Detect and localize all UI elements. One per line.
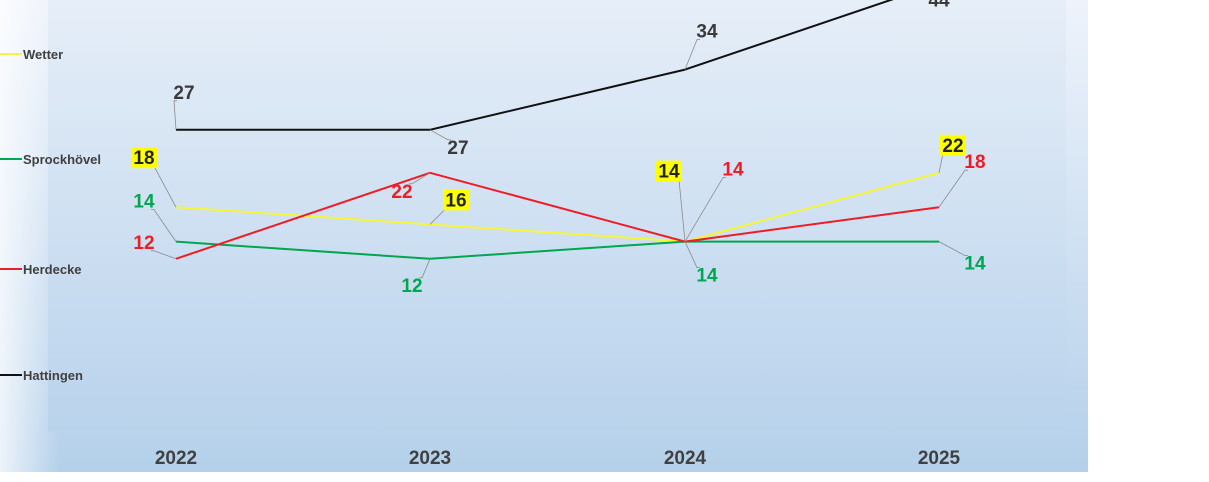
leader-line bbox=[684, 177, 726, 242]
data-label-text: 22 bbox=[391, 182, 412, 203]
leader-line bbox=[684, 39, 700, 70]
legend-label: Herdecke bbox=[23, 262, 82, 277]
data-label-text: 14 bbox=[722, 160, 744, 181]
x-tick-label-2024: 2024 bbox=[664, 448, 707, 469]
series-line-hattingen bbox=[176, 0, 894, 131]
leader-line bbox=[409, 172, 431, 185]
label-highlight bbox=[443, 189, 469, 211]
data-label-text: 14 bbox=[964, 254, 986, 275]
legend-item-wetter: Wetter bbox=[0, 47, 63, 62]
leader-line bbox=[684, 241, 700, 269]
x-tick-label-2025: 2025 bbox=[918, 448, 961, 469]
legend: Wetter Sprockhövel Herdecke Hattingen bbox=[0, 47, 101, 383]
x-axis: 2022 2023 2024 2025 bbox=[155, 448, 961, 469]
data-label-text: 27 bbox=[447, 138, 468, 159]
data-label-sprockh-vel-2024: 14 bbox=[684, 241, 718, 287]
series-line-sprockh-vel bbox=[175, 240, 939, 260]
data-label-sprockh-vel-2023: 12 bbox=[401, 258, 431, 297]
data-label-text: 14 bbox=[658, 162, 680, 183]
data-label-wetter-2023: 16 bbox=[429, 189, 469, 225]
label-highlight bbox=[131, 147, 157, 169]
data-label-sprockh-vel-2025: 14 bbox=[938, 241, 986, 275]
legend-label: Wetter bbox=[23, 47, 63, 62]
data-label-wetter-2024: 14 bbox=[656, 160, 686, 242]
leader-line bbox=[938, 169, 968, 208]
data-label-text: 27 bbox=[173, 83, 194, 104]
data-label-herdecke-2024: 14 bbox=[684, 160, 744, 242]
data-label-layer: 18 16 14 22 14 12 14 14 12 22 14 18 27 27 34 44 bbox=[131, 0, 986, 297]
data-label-wetter-2022: 18 bbox=[131, 147, 177, 208]
data-label-text: 22 bbox=[942, 136, 963, 157]
data-label-text: 34 bbox=[696, 22, 718, 43]
data-label-sprockh-vel-2022: 14 bbox=[133, 192, 177, 242]
data-label-wetter-2025: 22 bbox=[938, 134, 966, 173]
data-label-hattingen-2024: 34 bbox=[684, 22, 718, 70]
legend-item-sprockh-vel: Sprockhövel bbox=[0, 152, 101, 167]
data-label-text: 14 bbox=[696, 266, 718, 287]
data-label-text: 44 bbox=[928, 0, 950, 12]
leader-line bbox=[151, 250, 177, 260]
data-label-text: 18 bbox=[964, 152, 985, 173]
legend-label: Hattingen bbox=[23, 368, 83, 383]
label-highlight bbox=[940, 134, 966, 156]
legend-label: Sprockhövel bbox=[23, 152, 101, 167]
x-tick-label-2023: 2023 bbox=[409, 448, 451, 469]
data-label-hattingen-2023: 27 bbox=[429, 129, 469, 159]
data-label-text: 14 bbox=[133, 192, 155, 213]
data-label-hattingen-2022: 27 bbox=[173, 83, 195, 130]
plot-area bbox=[48, 0, 1066, 432]
leader-line bbox=[429, 129, 451, 141]
data-label-text: 12 bbox=[133, 233, 154, 254]
data-label-text: 16 bbox=[445, 190, 466, 211]
legend-item-hattingen: Hattingen bbox=[0, 368, 83, 383]
leader-line bbox=[938, 241, 968, 257]
legend-item-herdecke: Herdecke bbox=[0, 262, 82, 277]
data-label-herdecke-2025: 18 bbox=[938, 152, 986, 208]
x-tick-label-2022: 2022 bbox=[155, 448, 197, 469]
data-label-text: 18 bbox=[133, 148, 154, 169]
data-label-herdecke-2022: 12 bbox=[133, 233, 177, 260]
data-label-herdecke-2023: 22 bbox=[391, 172, 431, 203]
data-label-text: 12 bbox=[401, 276, 422, 297]
label-highlight bbox=[656, 160, 682, 182]
leader-line bbox=[151, 209, 177, 242]
series-line-herdecke bbox=[175, 171, 940, 260]
leader-line bbox=[419, 258, 431, 279]
data-label-hattingen-2025: 44 bbox=[928, 0, 950, 12]
series-layer bbox=[175, 0, 940, 260]
leader-line bbox=[173, 100, 177, 130]
